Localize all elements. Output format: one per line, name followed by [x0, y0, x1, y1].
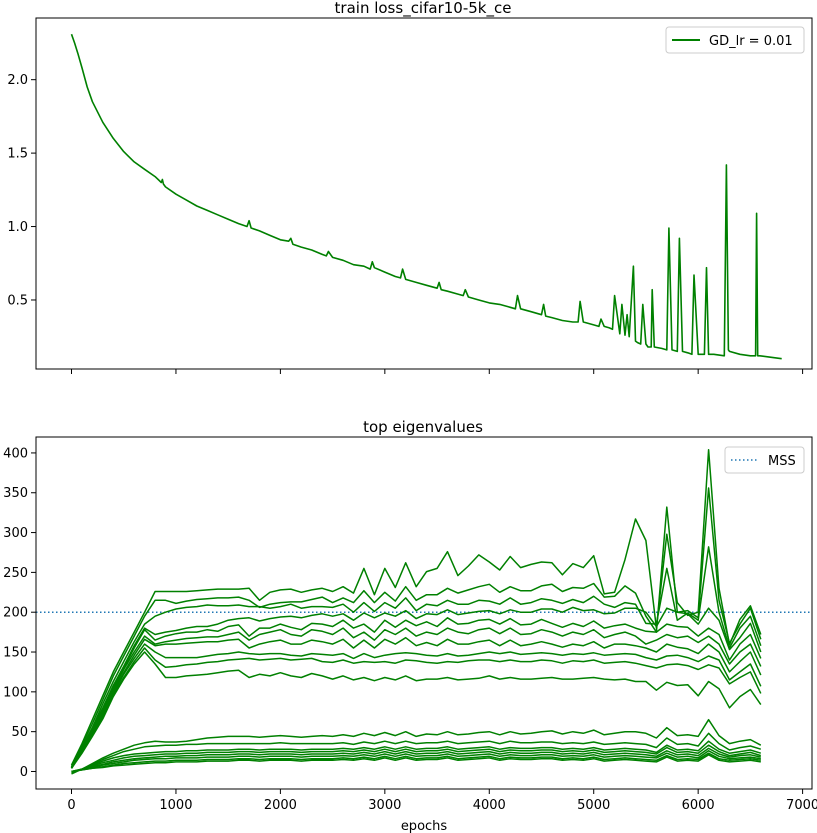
- eigen-y-tick-label: 150: [3, 646, 28, 661]
- eigenvalue-series-line: [71, 718, 762, 775]
- eigenvalue-series-line: [71, 740, 762, 774]
- loss-chart-title: train loss_cifar10-5k_ce: [335, 0, 512, 18]
- loss-legend-label: GD_lr = 0.01: [709, 34, 793, 49]
- eigenvalue-series-line: [70, 647, 762, 769]
- eigenvalue-series-line: [70, 617, 762, 768]
- eigenvalue-series-line: [70, 606, 762, 768]
- eigen-y-tick-label: 300: [3, 526, 28, 541]
- loss-y-tick-label: 2.0: [7, 73, 28, 88]
- eigenvalue-series-line: [70, 651, 762, 769]
- eigenvalue-series-line: [71, 732, 762, 774]
- eigen-y-tick-label: 50: [11, 725, 28, 740]
- loss-plot-area: [70, 33, 782, 360]
- eigen-x-tick-label: 1000: [159, 798, 192, 813]
- eigenvalue-series-line: [71, 744, 762, 773]
- eigen-panel: top eigenvalues 0 1000 2000 3000 4000 5000 600…: [3, 418, 817, 833]
- eigen-x-axis-label: epochs: [401, 819, 448, 833]
- eigen-axes: 0 1000 2000 3000 4000 5000 6000 7000 0 50 100 150 20…: [3, 446, 817, 813]
- eigenvalue-series-line: [70, 487, 762, 768]
- eigen-y-tick-label: 350: [3, 486, 28, 501]
- eigenvalue-series-line: [70, 636, 762, 769]
- eigen-x-tick-label: 2000: [264, 798, 297, 813]
- eigen-y-tick-label: 100: [3, 685, 28, 700]
- eigenvalue-series-line: [70, 448, 762, 766]
- loss-axes-frame: [35, 17, 813, 370]
- eigen-x-tick-label: 6000: [682, 798, 715, 813]
- loss-axes: 0.5 1.0 1.5 2.0: [7, 73, 804, 374]
- eigen-legend: MSS: [724, 446, 805, 474]
- eigen-x-tick-label: 5000: [577, 798, 610, 813]
- loss-series-line: [70, 33, 782, 360]
- eigenvalue-series-line: [71, 750, 761, 773]
- eigen-legend-label: MSS: [768, 454, 796, 469]
- eigen-x-tick-label: 0: [67, 798, 75, 813]
- eigenvalue-series-line: [71, 754, 761, 773]
- eigenvalue-series-line: [70, 546, 762, 768]
- eigen-y-tick-label: 200: [3, 606, 28, 621]
- eigen-x-tick-label: 3000: [368, 798, 401, 813]
- loss-y-tick-label: 0.5: [7, 293, 28, 308]
- eigenvalue-series-line: [70, 643, 762, 769]
- eigen-y-tick-label: 0: [20, 765, 28, 780]
- eigen-axes-frame: [35, 436, 813, 790]
- eigen-y-tick-label: 250: [3, 566, 28, 581]
- loss-panel: train loss_cifar10-5k_ce 0.5 1.0 1.5 2.0 GD…: [7, 0, 813, 374]
- eigen-y-tick-label: 400: [3, 446, 28, 461]
- loss-legend: GD_lr = 0.01: [665, 26, 805, 54]
- eigenvalue-series-line: [70, 627, 762, 769]
- loss-y-tick-label: 1.5: [7, 147, 28, 162]
- eigen-x-tick-label: 4000: [473, 798, 506, 813]
- loss-legend-box: [665, 26, 805, 54]
- eigenvalue-series-line: [71, 747, 761, 773]
- eigen-plot-area: [36, 448, 812, 775]
- eigen-legend-box: [724, 446, 805, 474]
- eigen-x-tick-label: 7000: [786, 798, 817, 813]
- eigenvalue-series-line: [71, 752, 761, 773]
- loss-y-tick-label: 1.0: [7, 220, 28, 235]
- eigen-chart-title: top eigenvalues: [363, 418, 483, 436]
